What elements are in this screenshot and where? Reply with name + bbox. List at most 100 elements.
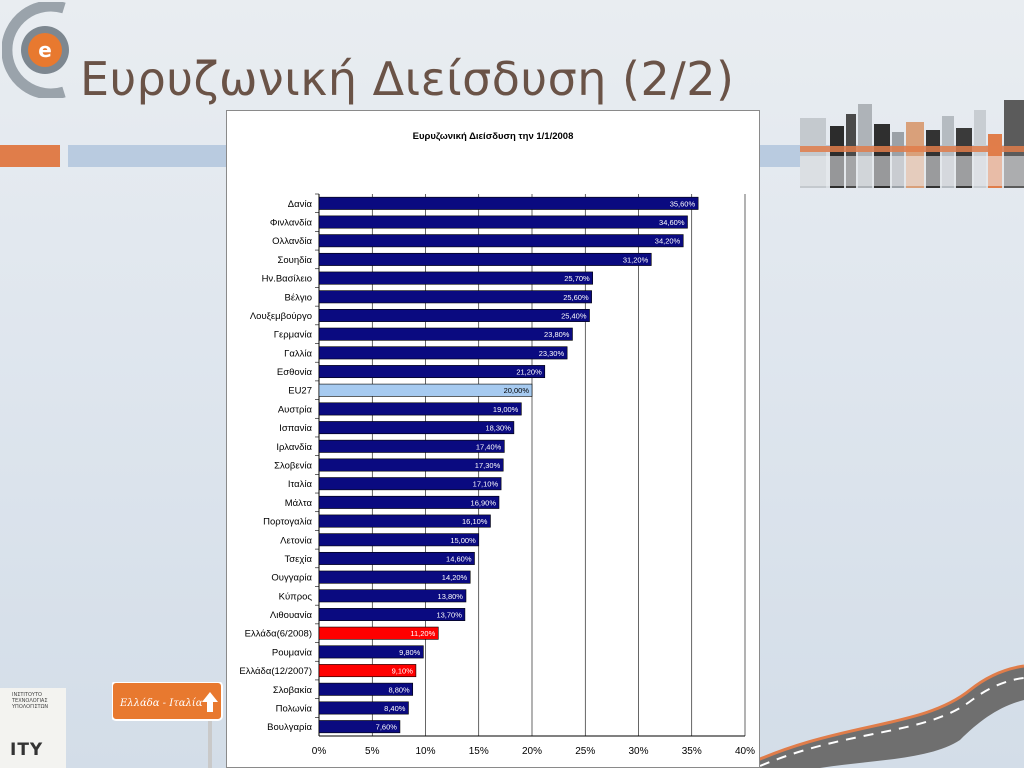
bar-value-label: 13,70% <box>436 611 462 620</box>
bar-value-label: 17,30% <box>475 461 501 470</box>
x-tick-label: 30% <box>628 746 648 757</box>
bar <box>318 290 592 304</box>
chart-frame: Ευρυζωνική Διείσδυση την 1/1/2008 0% 5% 10… <box>226 110 760 768</box>
x-tick-label: 10% <box>415 746 435 757</box>
bar <box>318 645 424 659</box>
bar-value-label: 16,90% <box>471 498 497 507</box>
bar <box>318 234 684 248</box>
bar <box>318 383 533 397</box>
bar <box>318 365 546 379</box>
bar-value-label: 19,00% <box>493 405 519 414</box>
bar-value-label: 9,10% <box>392 667 414 676</box>
bar <box>318 196 699 210</box>
category-label: Ολλανδία <box>272 236 312 247</box>
category-label: Πορτογαλία <box>263 517 312 528</box>
bar-value-label: 34,60% <box>659 218 685 227</box>
category-label: Εσθονία <box>277 367 313 378</box>
bar <box>318 402 522 416</box>
category-label: Λετονία <box>280 535 312 546</box>
bar <box>318 439 505 453</box>
category-label: EU27 <box>288 386 312 397</box>
bar-value-label: 9,80% <box>399 648 421 657</box>
bar-value-label: 25,40% <box>561 311 587 320</box>
bar <box>318 701 409 715</box>
bar <box>318 215 688 229</box>
bar <box>318 477 502 491</box>
category-label: Δανία <box>288 199 313 210</box>
category-label: Σλοβενία <box>274 461 312 472</box>
bar-value-label: 17,10% <box>473 480 499 489</box>
bar-chart: Ευρυζωνική Διείσδυση την 1/1/2008 0% 5% 10… <box>239 131 755 757</box>
category-label: Γαλλία <box>284 348 312 359</box>
category-label: Ρουμανία <box>272 647 313 658</box>
bar <box>318 346 568 360</box>
chart-title: Ευρυζωνική Διείσδυση την 1/1/2008 <box>413 131 574 142</box>
bar-value-label: 25,60% <box>563 293 589 302</box>
x-tick-label: 5% <box>365 746 380 757</box>
city-skyline-image <box>800 100 1024 188</box>
category-label: Κύπρος <box>279 591 313 602</box>
bar-value-label: 23,80% <box>544 330 570 339</box>
bar <box>318 720 401 734</box>
category-label: Φινλανδία <box>270 218 313 229</box>
category-label: Ελλάδα(6/2008) <box>245 629 312 640</box>
bar <box>318 252 652 266</box>
bar-value-label: 34,20% <box>655 237 681 246</box>
institute-name: ΙΝΣΤΙΤΟΥΤΟ ΤΕΧΝΟΛΟΓΙΑΣ ΥΠΟΛΟΓΙΣΤΩΝ <box>12 692 49 710</box>
category-label: Σουηδία <box>277 255 312 266</box>
svg-text:e: e <box>38 38 52 62</box>
x-tick-label: 15% <box>469 746 489 757</box>
category-label: Πολωνία <box>276 703 313 714</box>
category-label: Ελλάδα(12/2007) <box>239 666 312 677</box>
bar <box>318 514 491 528</box>
institute-acronym: ITY <box>10 740 44 760</box>
bar <box>318 421 515 435</box>
category-label: Ιρλανδία <box>276 442 312 453</box>
bar-value-label: 25,70% <box>564 274 590 283</box>
bar-value-label: 14,60% <box>446 554 472 563</box>
bar-value-label: 14,20% <box>442 573 468 582</box>
x-tick-label: 35% <box>682 746 702 757</box>
bar <box>318 608 466 621</box>
road-sign-text: Ελλάδα - Ιταλία <box>119 698 203 709</box>
institute-logo: ΙΝΣΤΙΤΟΥΤΟ ΤΕΧΝΟΛΟΓΙΑΣ ΥΠΟΛΟΓΙΣΤΩΝ ITY <box>0 688 66 768</box>
category-label: Ην.Βασίλειο <box>262 274 312 285</box>
bar <box>318 533 480 547</box>
category-label: Σλοβακία <box>273 685 313 696</box>
bar <box>318 589 467 603</box>
slide-title: Ευρυζωνική Διείσδυση (2/2) <box>80 52 735 106</box>
category-label: Αυστρία <box>278 404 313 415</box>
bar-value-label: 7,60% <box>376 723 398 732</box>
bar <box>318 458 504 472</box>
category-label: Μάλτα <box>285 498 313 509</box>
bar <box>318 682 414 696</box>
bar-value-label: 21,20% <box>516 368 542 377</box>
bar-value-label: 31,20% <box>623 255 649 264</box>
bar-value-label: 23,30% <box>539 349 565 358</box>
bar-value-label: 17,40% <box>476 442 502 451</box>
bar-value-label: 8,80% <box>388 685 410 694</box>
bar <box>318 309 590 322</box>
bar-value-label: 13,80% <box>438 592 464 601</box>
bar <box>318 664 417 678</box>
category-label: Λουξεμβούργο <box>250 311 312 322</box>
arrow-up-icon <box>202 692 218 712</box>
x-tick-label: 40% <box>735 746 755 757</box>
category-label: Ιταλία <box>288 479 313 490</box>
category-label: Βέλγιο <box>285 292 312 303</box>
bar <box>318 327 573 341</box>
bar-value-label: 8,40% <box>384 704 406 713</box>
x-tick-label: 0% <box>312 746 327 757</box>
road-sign-image: Ελλάδα - Ιταλία <box>112 682 223 768</box>
bar-value-label: 18,30% <box>485 424 511 433</box>
category-label: Τσεχία <box>285 554 313 565</box>
bar-value-label: 16,10% <box>462 517 488 526</box>
category-label: Βουλγαρία <box>267 722 312 733</box>
bar <box>318 271 594 285</box>
category-label: Γερμανία <box>274 330 313 341</box>
bar <box>318 626 439 640</box>
header-accent-orange <box>0 145 60 167</box>
bar-value-label: 15,00% <box>450 536 476 545</box>
bar-value-label: 35,60% <box>670 199 696 208</box>
bar-value-label: 11,20% <box>410 629 435 638</box>
